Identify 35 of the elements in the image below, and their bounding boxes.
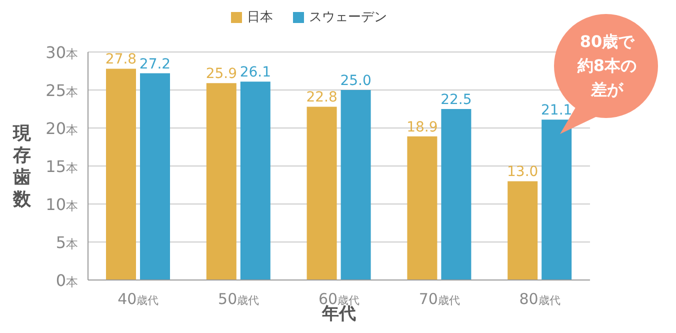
y-tick-label: 20本	[46, 119, 78, 138]
bar	[140, 73, 170, 280]
data-label: 27.2	[139, 56, 171, 72]
data-label: 21.1	[541, 102, 572, 119]
bar	[306, 106, 337, 280]
bar	[106, 68, 136, 280]
bar	[206, 83, 236, 280]
y-tick-label: 0本	[56, 271, 78, 290]
data-label: 25.9	[206, 66, 237, 82]
data-label: 22.5	[440, 92, 472, 108]
legend-label: スウェーデン	[308, 9, 387, 26]
legend-label: 日本	[246, 9, 273, 26]
y-tick-label: 15本	[46, 157, 78, 176]
y-axis-title: 現存歯数	[12, 123, 32, 210]
bar	[407, 136, 438, 280]
data-label: 25.0	[340, 73, 372, 89]
data-label: 22.8	[306, 90, 338, 106]
data-label: 26.1	[240, 64, 271, 81]
x-tick-label: 40歳代	[118, 290, 159, 308]
bar	[240, 82, 270, 280]
bar	[441, 109, 472, 280]
bar	[340, 90, 371, 280]
data-label: 18.9	[406, 119, 438, 136]
bar	[542, 120, 572, 280]
x-tick-label: 50歳代	[218, 290, 260, 308]
annotation: 80歳で約8本の差が	[576, 31, 638, 101]
data-label: 13.0	[507, 164, 538, 180]
x-tick-label: 70歳代	[418, 290, 460, 308]
data-label: 27.8	[105, 52, 137, 68]
y-tick-label: 10本	[46, 195, 78, 214]
y-tick-label: 30本	[46, 43, 78, 62]
x-tick-label: 80歳代	[519, 290, 560, 308]
y-tick-label: 5本	[56, 233, 78, 252]
bar	[508, 181, 538, 280]
y-tick-label: 25本	[46, 81, 78, 100]
